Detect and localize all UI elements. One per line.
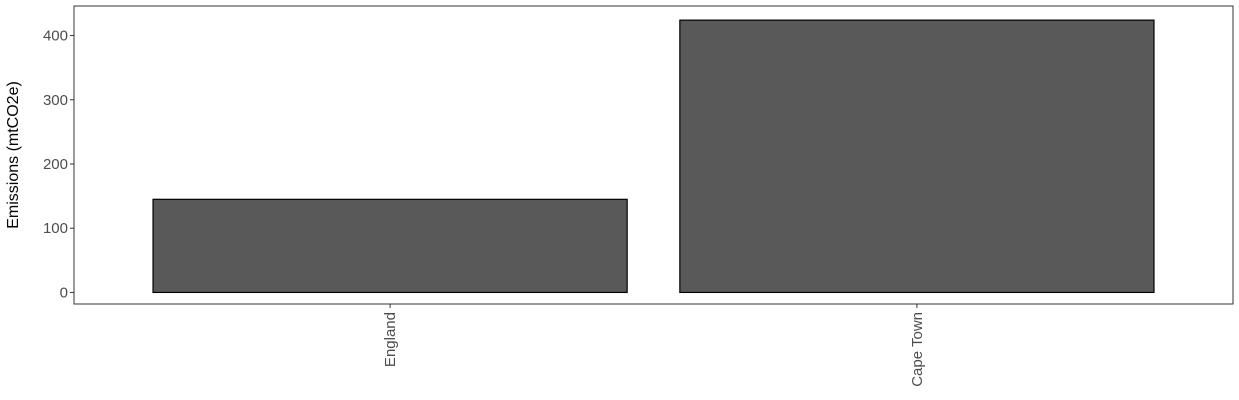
bar-england	[152, 198, 628, 294]
bars	[152, 19, 1155, 294]
y-tick-label: 400	[43, 28, 68, 45]
y-tick-label: 100	[43, 220, 68, 237]
x-axis: England Cape Town	[382, 304, 926, 387]
bar-cape-town	[679, 19, 1155, 294]
y-tick-label: 300	[43, 92, 68, 109]
y-axis: 0 100 200 300 400	[43, 28, 74, 301]
x-tick-label: Cape Town	[909, 312, 926, 387]
y-tick-label: 0	[60, 284, 68, 301]
y-tick-label: 200	[43, 156, 68, 173]
y-axis-title: Emissions (mtCO2e)	[5, 81, 22, 229]
x-tick-label: England	[382, 312, 399, 367]
